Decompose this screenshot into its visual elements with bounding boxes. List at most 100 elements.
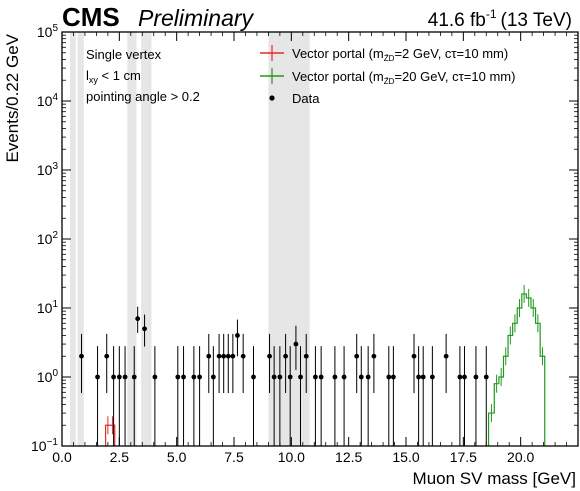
data-point-32 xyxy=(318,374,324,380)
data-point-49 xyxy=(483,374,489,380)
data-point-23 xyxy=(267,353,272,359)
status-label: Preliminary xyxy=(138,5,255,31)
y-tick-label-1: 100 xyxy=(37,368,59,385)
data-point-37 xyxy=(365,374,371,380)
data-points xyxy=(79,306,489,446)
data-point-25 xyxy=(277,374,283,380)
data-point-43 xyxy=(420,374,426,380)
data-point-24 xyxy=(271,374,277,380)
data-point-28 xyxy=(293,341,299,347)
data-point-31 xyxy=(313,374,318,380)
data-point-38 xyxy=(371,353,377,359)
legend-swatch-data xyxy=(269,95,275,101)
legend-label-signal-20gev: Vector portal (mZ̄D=20 GeV, cτ=10 mm) xyxy=(292,69,515,86)
x-tick-label-4: 10.0 xyxy=(278,449,305,465)
lumi-energy: (13 TeV) xyxy=(501,10,572,31)
data-point-34 xyxy=(341,374,347,380)
data-point-1 xyxy=(95,374,100,380)
data-point-44 xyxy=(429,374,435,380)
signal-series-1 xyxy=(487,293,546,446)
data-point-35 xyxy=(354,353,360,359)
data-point-17 xyxy=(221,353,227,359)
legend-entry-data: Data xyxy=(269,91,320,106)
data-point-0 xyxy=(79,353,84,359)
y-tick-label-5: 104 xyxy=(37,92,59,109)
y-axis-label: Events/0.22 GeV xyxy=(3,33,22,162)
leg2-post: =20 GeV, cτ=10 mm) xyxy=(394,69,515,84)
x-tick-label-1: 2.5 xyxy=(110,449,130,465)
leg1-post: =2 GeV, cτ=10 mm) xyxy=(394,46,508,61)
data-point-42 xyxy=(416,374,422,380)
legend-label-signal-2gev: Vector portal (mZ̄D=2 GeV, cτ=10 mm) xyxy=(292,46,508,63)
data-point-29 xyxy=(298,374,303,380)
veto-band-1 xyxy=(77,32,84,446)
data-point-4 xyxy=(116,374,122,380)
data-point-2 xyxy=(104,353,110,359)
x-axis: 0.0 2.5 5.0 7.5 10.0 12.5 15.0 17.5 20.0 xyxy=(52,32,567,465)
leg1-pre: Vector portal (m xyxy=(292,46,384,61)
data-point-13 xyxy=(197,374,203,380)
selection-annotation: Single vertex lxy < 1 cm pointing angle … xyxy=(86,47,200,104)
data-point-40 xyxy=(390,374,396,380)
data-point-41 xyxy=(411,353,417,359)
annotation-sub: xy xyxy=(89,75,99,85)
legend-label-data: Data xyxy=(292,91,320,106)
x-tick-label-7: 17.5 xyxy=(450,449,477,465)
data-point-8 xyxy=(142,326,147,332)
data-point-20 xyxy=(235,333,240,338)
data-point-26 xyxy=(283,353,288,359)
veto-band-3 xyxy=(141,32,152,446)
data-point-7 xyxy=(135,316,141,322)
x-tick-label-5: 12.5 xyxy=(335,449,362,465)
luminosity-label: 41.6 fb-1 (13 TeV) xyxy=(428,7,572,31)
data-point-6 xyxy=(131,374,137,380)
data-point-21 xyxy=(240,353,246,359)
x-tick-label-2: 5.0 xyxy=(167,449,187,465)
data-point-9 xyxy=(152,374,158,380)
data-point-39 xyxy=(386,374,392,380)
x-axis-label: Muon SV mass [GeV] xyxy=(413,469,576,488)
data-point-5 xyxy=(122,374,128,380)
experiment-label: CMS xyxy=(62,2,120,32)
data-point-30 xyxy=(303,353,309,359)
legend-entry-signal-2gev: Vector portal (mZ̄D=2 GeV, cτ=10 mm) xyxy=(260,45,508,63)
veto-band-0 xyxy=(70,32,76,446)
annotation-line-2: lxy < 1 cm xyxy=(86,68,141,85)
data-point-46 xyxy=(457,374,463,380)
data-point-47 xyxy=(462,374,467,380)
data-point-27 xyxy=(287,374,293,380)
leg1-sub: Z̄D xyxy=(384,54,395,63)
annotation-line-3: pointing angle > 0.2 xyxy=(86,89,200,104)
veto-band-2 xyxy=(127,32,137,446)
y-tick-label-3: 102 xyxy=(37,230,59,247)
y-tick-label-6: 105 xyxy=(37,23,59,40)
data-point-19 xyxy=(230,353,236,359)
data-point-11 xyxy=(181,374,186,380)
data-point-36 xyxy=(358,374,364,380)
leg2-pre: Vector portal (m xyxy=(292,69,384,84)
y-tick-label-2: 101 xyxy=(37,299,59,316)
annotation-line-1: Single vertex xyxy=(86,47,162,62)
annotation-l: l xyxy=(86,68,89,83)
signal-series-0 xyxy=(104,424,116,446)
x-tick-label-6: 15.0 xyxy=(392,449,419,465)
y-tick-label-0: 10−1 xyxy=(31,437,58,454)
leg2-sub: Z̄D xyxy=(384,77,395,86)
lumi-exponent: -1 xyxy=(486,7,497,21)
data-point-3 xyxy=(111,374,116,380)
annotation-rest: < 1 cm xyxy=(98,68,141,83)
y-axis: 10−1 100 101 102 103 104 105 xyxy=(31,23,578,454)
signal-histograms xyxy=(104,284,546,446)
data-point-45 xyxy=(443,353,449,359)
data-point-22 xyxy=(251,374,256,380)
x-tick-label-0: 0.0 xyxy=(52,449,72,465)
data-point-18 xyxy=(225,353,231,359)
data-point-16 xyxy=(216,353,222,359)
data-point-14 xyxy=(206,353,212,359)
lumi-value: 41.6 fb xyxy=(428,10,486,31)
legend-entry-signal-20gev: Vector portal (mZ̄D=20 GeV, cτ=10 mm) xyxy=(260,68,515,86)
x-tick-label-8: 20.0 xyxy=(507,449,534,465)
x-tick-label-3: 7.5 xyxy=(224,449,244,465)
data-point-33 xyxy=(332,374,338,380)
